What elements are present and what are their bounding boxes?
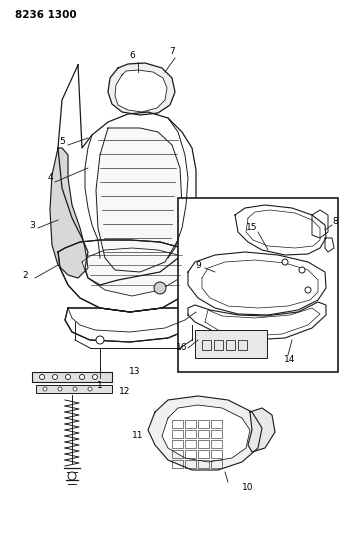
Text: 7: 7 — [169, 47, 175, 56]
Polygon shape — [58, 65, 196, 285]
Polygon shape — [188, 302, 326, 340]
Bar — [211, 460, 222, 468]
Text: 8: 8 — [332, 217, 338, 227]
Bar — [178, 198, 338, 372]
Bar — [185, 420, 196, 428]
Bar — [198, 440, 209, 448]
Bar — [32, 372, 112, 382]
Polygon shape — [115, 70, 167, 112]
Bar — [185, 460, 196, 468]
Text: 13: 13 — [129, 367, 141, 376]
Polygon shape — [162, 405, 250, 462]
Polygon shape — [82, 248, 185, 296]
Polygon shape — [205, 308, 320, 336]
Text: 15: 15 — [246, 223, 258, 232]
Polygon shape — [188, 252, 326, 315]
Bar — [172, 430, 183, 438]
Bar — [198, 450, 209, 458]
Polygon shape — [325, 238, 334, 252]
Bar — [198, 420, 209, 428]
Circle shape — [65, 375, 71, 379]
Text: 16: 16 — [176, 343, 188, 352]
Bar — [202, 340, 211, 350]
Text: 9: 9 — [195, 261, 201, 270]
Bar — [172, 420, 183, 428]
Circle shape — [73, 387, 77, 391]
Bar — [211, 450, 222, 458]
Polygon shape — [96, 128, 182, 272]
Polygon shape — [235, 205, 326, 255]
Bar — [185, 440, 196, 448]
Bar — [172, 440, 183, 448]
Text: 11: 11 — [132, 431, 144, 440]
Circle shape — [58, 387, 62, 391]
Polygon shape — [312, 210, 328, 238]
Bar — [198, 430, 209, 438]
Bar — [172, 450, 183, 458]
Circle shape — [53, 375, 58, 379]
Bar — [198, 460, 209, 468]
Circle shape — [299, 267, 305, 273]
Circle shape — [79, 375, 85, 379]
Bar — [214, 340, 223, 350]
Polygon shape — [50, 148, 88, 278]
Circle shape — [68, 472, 76, 480]
Text: 8236 1300: 8236 1300 — [15, 10, 77, 20]
Bar — [172, 460, 183, 468]
Bar — [185, 430, 196, 438]
Text: 3: 3 — [29, 221, 35, 230]
Text: 2: 2 — [22, 271, 28, 279]
Polygon shape — [248, 408, 275, 452]
Bar — [185, 450, 196, 458]
Bar — [238, 340, 247, 350]
Circle shape — [96, 336, 104, 344]
Polygon shape — [65, 308, 196, 342]
Text: 1: 1 — [97, 381, 103, 390]
Bar — [226, 340, 235, 350]
Bar — [36, 385, 112, 393]
Circle shape — [43, 387, 47, 391]
Text: 5: 5 — [59, 138, 65, 147]
Circle shape — [282, 259, 288, 265]
Circle shape — [154, 282, 166, 294]
Circle shape — [40, 375, 44, 379]
Text: 10: 10 — [242, 483, 254, 492]
Bar — [211, 420, 222, 428]
Circle shape — [92, 375, 98, 379]
Polygon shape — [108, 63, 175, 115]
Text: 14: 14 — [284, 356, 296, 365]
Polygon shape — [202, 260, 318, 308]
Polygon shape — [148, 396, 262, 470]
Text: 12: 12 — [119, 387, 131, 397]
Text: 6: 6 — [129, 51, 135, 60]
Circle shape — [88, 387, 92, 391]
Polygon shape — [246, 210, 320, 248]
Text: 4: 4 — [47, 174, 53, 182]
Bar — [211, 430, 222, 438]
Polygon shape — [58, 240, 196, 312]
Bar — [195, 330, 267, 358]
Circle shape — [305, 287, 311, 293]
Bar — [211, 440, 222, 448]
